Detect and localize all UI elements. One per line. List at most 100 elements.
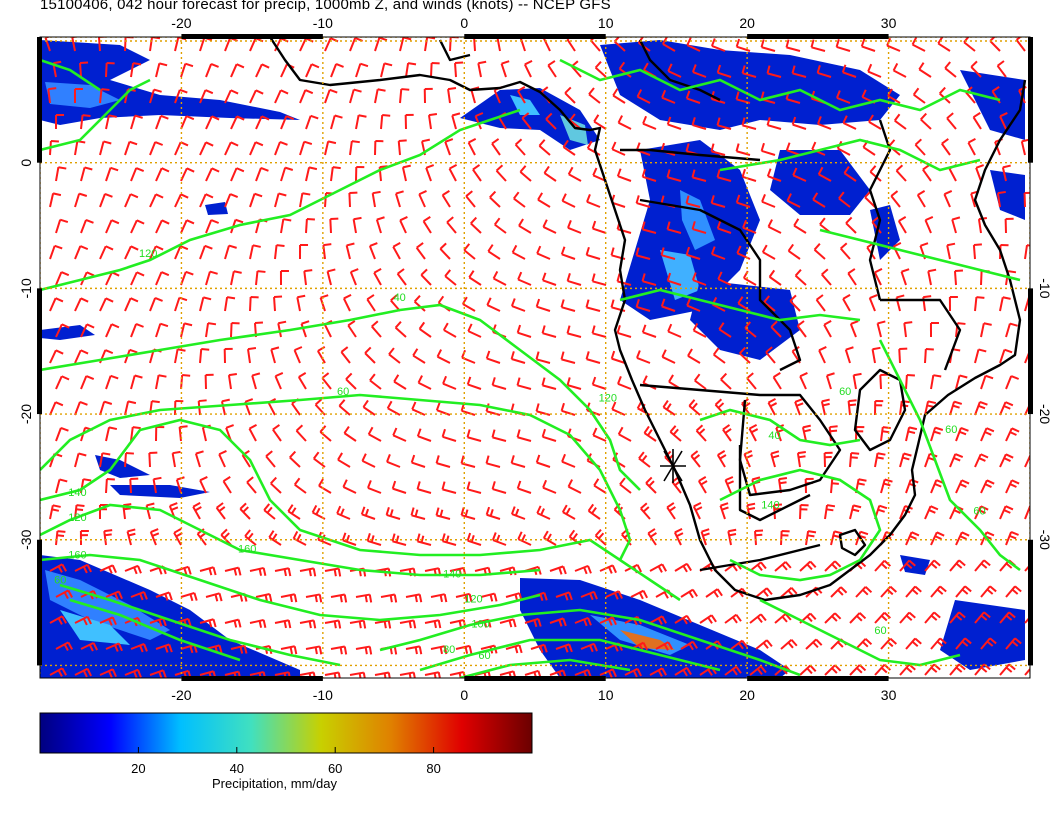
wind-barb xyxy=(277,320,287,338)
wind-barb xyxy=(641,324,657,338)
wind-barb xyxy=(796,450,806,468)
contour-label: 140 xyxy=(443,568,461,580)
wind-barb xyxy=(847,399,857,416)
wind-barb xyxy=(230,644,248,654)
colorbar-tick-label: 80 xyxy=(426,761,440,776)
wind-barb xyxy=(1004,217,1014,234)
wind-barb xyxy=(49,615,67,625)
wind-barb xyxy=(780,639,798,650)
wind-barb xyxy=(491,481,507,494)
wind-barb xyxy=(655,641,673,651)
wind-barb xyxy=(280,593,298,603)
wind-barb xyxy=(49,667,67,677)
location-marker xyxy=(660,449,686,483)
wind-barb xyxy=(180,62,194,78)
wind-barb xyxy=(741,168,757,182)
contour-label: 120 xyxy=(464,594,482,606)
wind-barb xyxy=(99,668,117,678)
wind-barb xyxy=(149,669,167,678)
wind-barb xyxy=(74,400,88,416)
wind-barb xyxy=(1001,164,1011,182)
wind-barb xyxy=(80,375,95,390)
wind-barb xyxy=(99,192,113,208)
wind-barb xyxy=(224,244,237,260)
wind-barb xyxy=(124,193,139,208)
wind-barb xyxy=(55,114,65,130)
wind-barb xyxy=(741,65,757,78)
wind-barb xyxy=(516,429,532,442)
wind-barb xyxy=(739,346,751,364)
wind-barb xyxy=(362,399,376,416)
wind-barb xyxy=(427,113,438,130)
wind-barb xyxy=(417,375,432,390)
wind-barb xyxy=(914,138,926,156)
wind-barb xyxy=(666,116,682,130)
wind-barb xyxy=(555,643,573,653)
wind-barb xyxy=(105,590,123,600)
wind-barb xyxy=(616,168,632,182)
wind-barb xyxy=(204,373,214,390)
wind-barb xyxy=(1005,375,1020,390)
wind-barb xyxy=(366,294,376,312)
wind-barb xyxy=(999,505,1014,520)
wind-barb xyxy=(566,325,582,338)
wind-barb xyxy=(536,505,551,520)
wind-barb xyxy=(566,272,582,286)
wind-barb xyxy=(688,399,701,416)
wind-barb xyxy=(374,88,386,104)
wind-barb xyxy=(326,268,336,286)
wind-barb xyxy=(124,140,138,156)
wind-barb xyxy=(924,348,934,364)
wind-barb xyxy=(543,165,557,182)
wind-barb xyxy=(416,533,432,546)
wind-barb xyxy=(712,347,726,364)
wind-barb xyxy=(791,116,807,130)
wind-barb xyxy=(955,374,968,390)
wind-barb xyxy=(735,194,751,208)
wind-barb xyxy=(345,372,357,390)
wind-barb xyxy=(799,372,808,390)
wind-barb xyxy=(793,218,807,234)
wind-barb xyxy=(180,322,193,338)
wind-barb xyxy=(999,453,1014,468)
wind-barb xyxy=(974,611,991,624)
wind-barb xyxy=(274,619,292,629)
wind-barb xyxy=(555,591,573,601)
wind-barb xyxy=(364,346,376,364)
wind-barb xyxy=(230,115,245,130)
wind-barb xyxy=(330,645,348,655)
wind-barb xyxy=(868,294,878,312)
wind-barb xyxy=(1023,191,1030,208)
wind-barb xyxy=(698,476,708,494)
wind-barb xyxy=(199,476,208,494)
wind-barb xyxy=(810,39,826,52)
wind-barb xyxy=(812,192,826,208)
wind-barb xyxy=(55,478,68,494)
wind-barb xyxy=(642,115,657,130)
wind-barb xyxy=(224,89,239,104)
wind-barb xyxy=(761,244,776,260)
wind-barb xyxy=(849,320,859,338)
contour-label: 60 xyxy=(478,650,490,662)
wind-barb xyxy=(710,246,726,260)
wind-barb xyxy=(480,592,498,602)
wind-barb xyxy=(55,323,70,338)
wind-barb xyxy=(124,297,139,312)
wind-barb xyxy=(130,167,145,182)
wind-barb xyxy=(485,350,501,364)
wind-barb xyxy=(349,619,367,629)
wind-barb xyxy=(905,637,922,650)
wind-barb xyxy=(466,532,482,546)
wind-barb xyxy=(855,638,873,650)
wind-barb xyxy=(845,216,857,234)
wind-barb xyxy=(230,270,242,286)
wind-barb xyxy=(416,428,432,442)
wind-barb xyxy=(693,373,707,390)
wind-barb xyxy=(741,117,757,130)
wind-barb xyxy=(588,87,601,104)
wind-barb xyxy=(220,398,230,416)
wind-barb xyxy=(230,322,240,338)
wind-barb xyxy=(49,504,61,520)
wind-barb xyxy=(766,168,782,182)
wind-barb xyxy=(424,671,441,678)
